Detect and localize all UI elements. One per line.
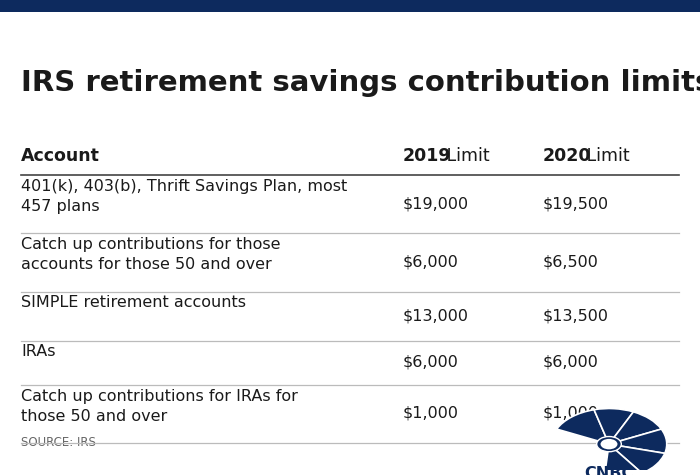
Text: IRAs: IRAs <box>21 344 55 360</box>
Text: $6,000: $6,000 <box>402 255 458 269</box>
Wedge shape <box>556 410 607 442</box>
Text: Limit: Limit <box>581 147 629 165</box>
Text: $19,000: $19,000 <box>402 196 468 211</box>
Circle shape <box>596 437 622 452</box>
Text: Catch up contributions for those
accounts for those 50 and over: Catch up contributions for those account… <box>21 237 281 273</box>
Text: 2019: 2019 <box>402 147 451 165</box>
Circle shape <box>601 439 617 449</box>
Text: Account: Account <box>21 147 100 165</box>
Text: IRS retirement savings contribution limits: IRS retirement savings contribution limi… <box>21 69 700 97</box>
Bar <box>0 0 700 12</box>
Text: $13,500: $13,500 <box>542 308 608 323</box>
Wedge shape <box>617 429 666 453</box>
Text: $13,000: $13,000 <box>402 308 468 323</box>
Text: 401(k), 403(b), Thrift Savings Plan, most
457 plans: 401(k), 403(b), Thrift Savings Plan, mos… <box>21 179 347 214</box>
Wedge shape <box>613 412 662 442</box>
Wedge shape <box>594 408 634 439</box>
Wedge shape <box>615 446 665 473</box>
Text: SIMPLE retirement accounts: SIMPLE retirement accounts <box>21 295 246 311</box>
Text: CNBC: CNBC <box>584 466 634 475</box>
Text: $6,500: $6,500 <box>542 255 598 269</box>
Wedge shape <box>604 449 642 475</box>
Text: Catch up contributions for IRAs for
those 50 and over: Catch up contributions for IRAs for thos… <box>21 389 298 424</box>
Text: $6,000: $6,000 <box>402 355 458 370</box>
Text: $19,500: $19,500 <box>542 196 608 211</box>
Text: SOURCE: IRS: SOURCE: IRS <box>21 436 96 449</box>
Text: Limit: Limit <box>441 147 489 165</box>
Text: $1,000: $1,000 <box>402 406 458 421</box>
Text: $6,000: $6,000 <box>542 355 598 370</box>
Text: $1,000: $1,000 <box>542 406 598 421</box>
Text: 2020: 2020 <box>542 147 591 165</box>
